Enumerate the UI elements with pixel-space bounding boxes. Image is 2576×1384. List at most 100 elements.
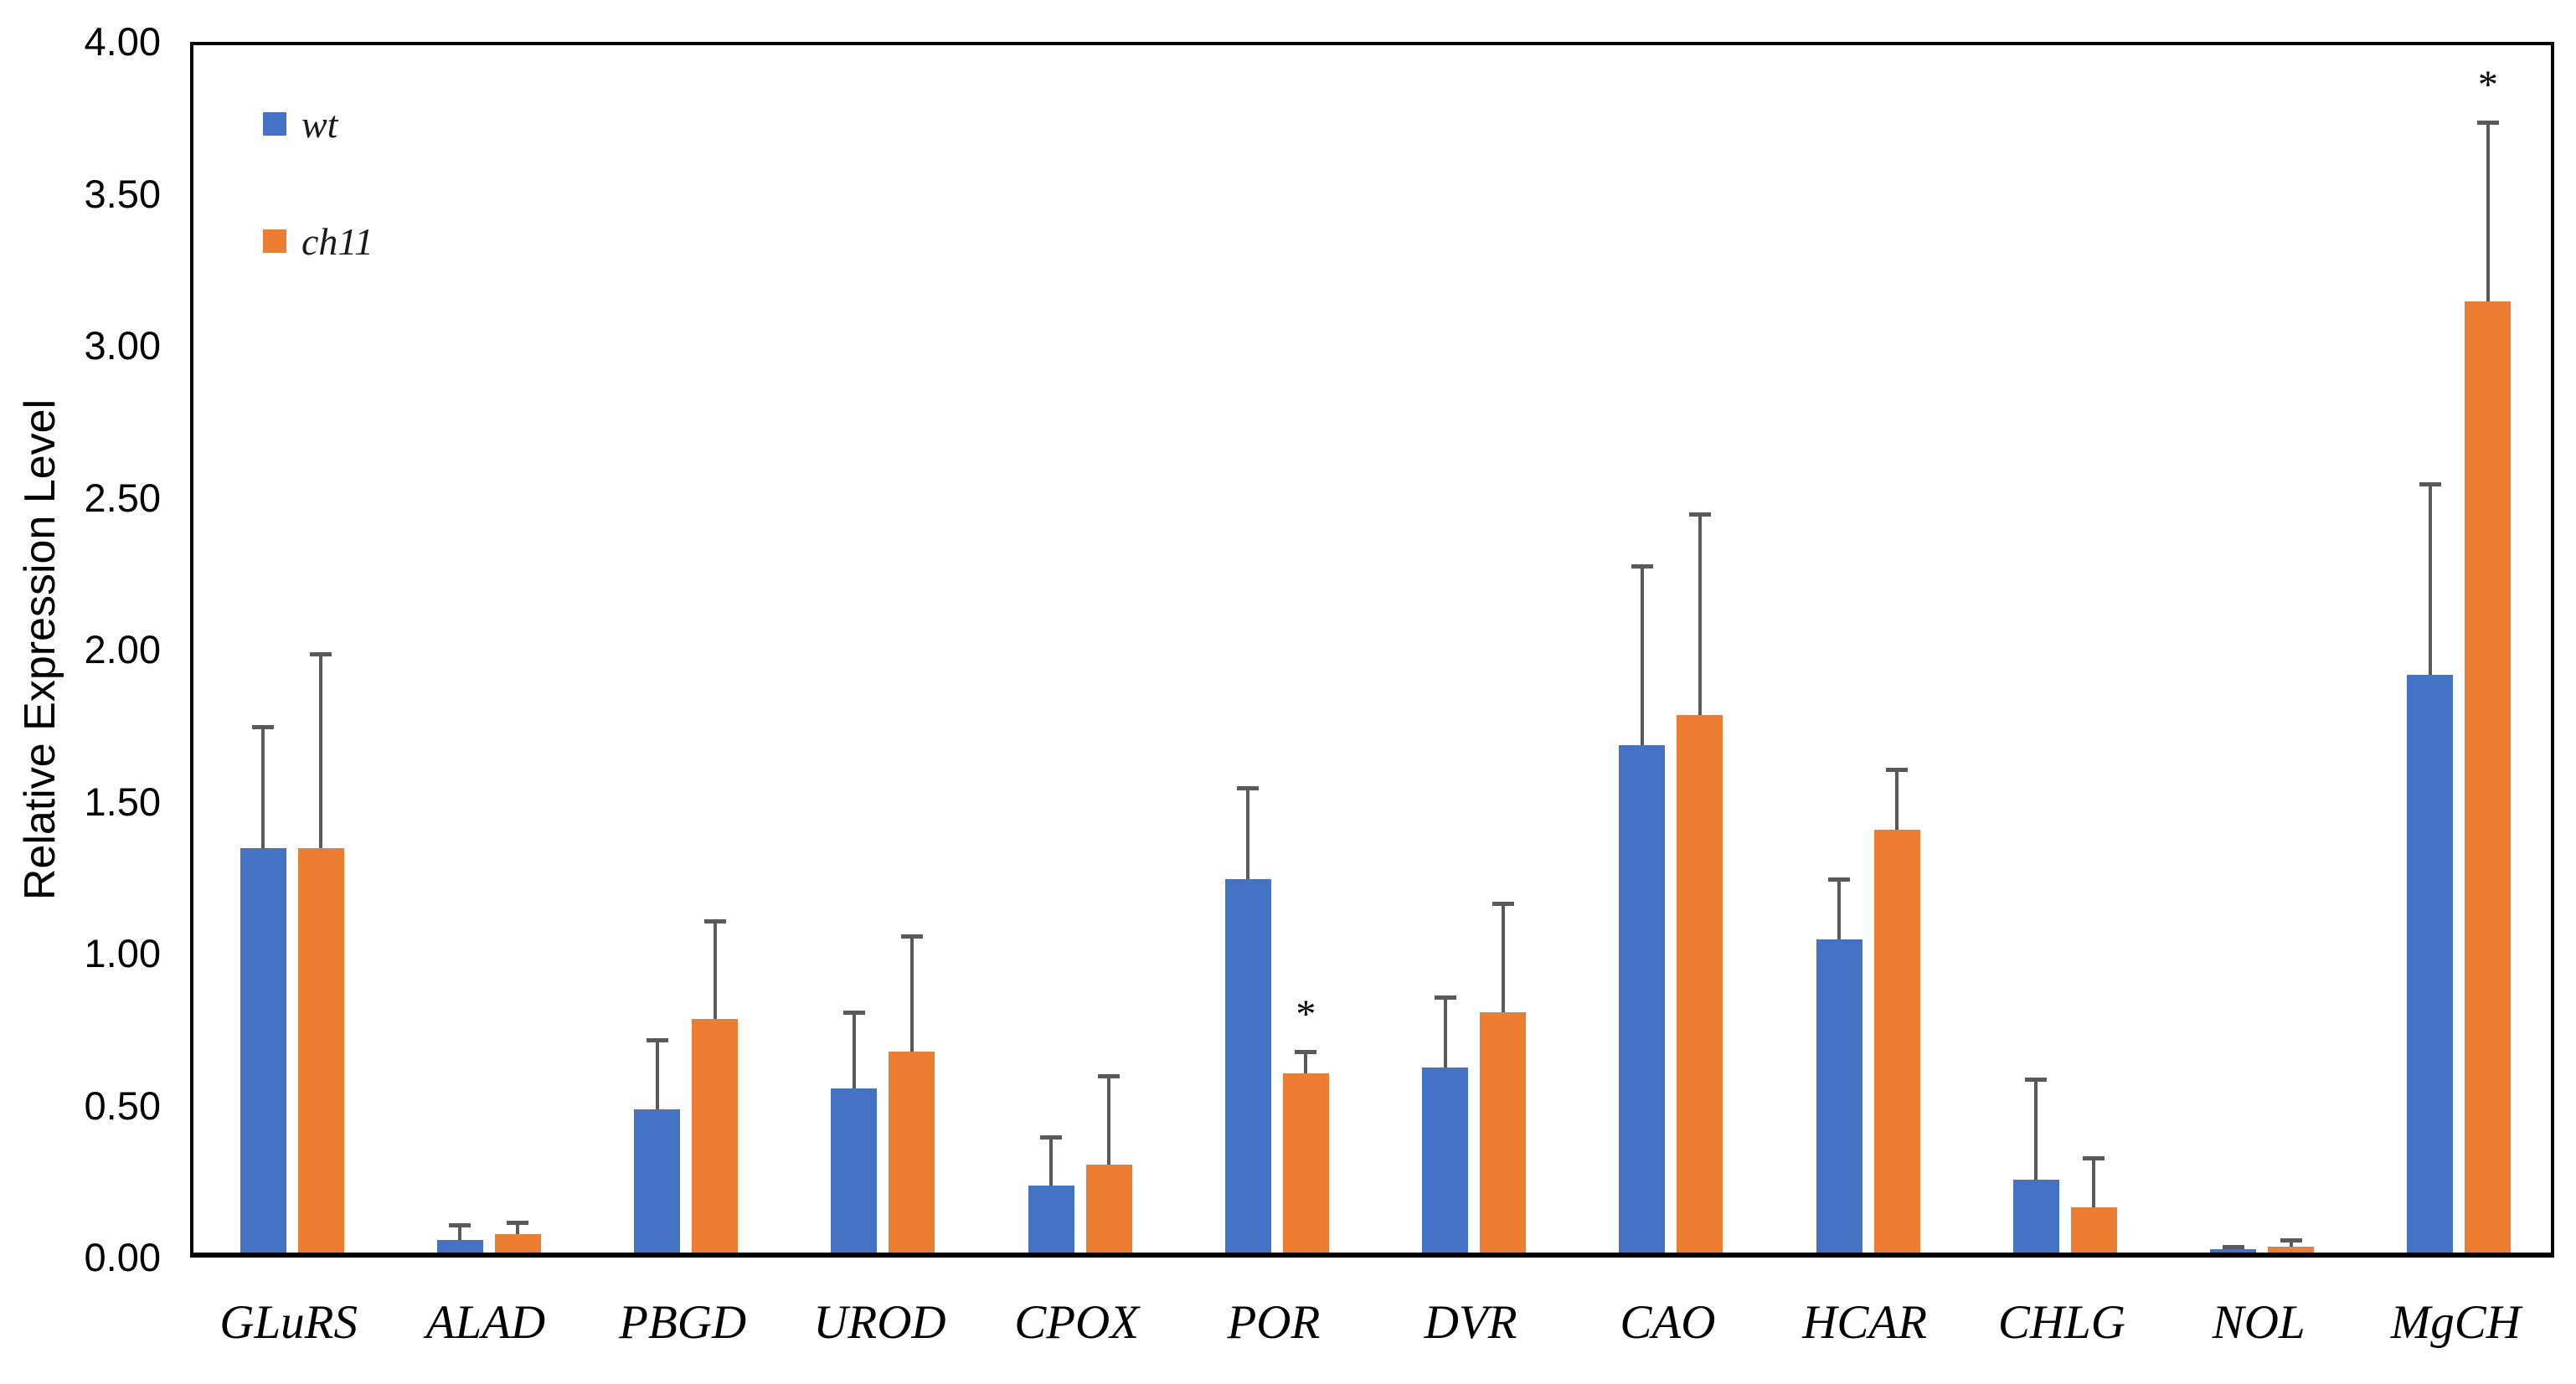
error-bar-cap-ch11-UROD [900,934,923,939]
error-bar-cap-ch11-MgCH [2476,120,2499,125]
error-bar-cap-wt-POR [1237,785,1260,790]
error-bar-cap-wt-NOL [2222,1244,2244,1249]
error-bar-ch11-HCAR [1895,769,1899,831]
error-bar-cap-ch11-POR [1295,1050,1317,1055]
legend-item-wt: wt [263,100,337,147]
error-bar-wt-POR [1246,787,1250,879]
legend-label-ch11: ch11 [301,219,374,263]
significance-star-ch11-MgCH: * [2477,62,2498,107]
error-bar-ch11-CPOX [1107,1076,1111,1165]
bar-wt-ALAD [436,1240,483,1253]
x-axis-label-HCAR: HCAR [1802,1296,1928,1349]
bar-ch11-ALAD [494,1234,541,1253]
error-bar-wt-DVR [1443,997,1447,1068]
bar-wt-CAO [1619,744,1666,1253]
error-bar-ch11-ALAD [516,1222,520,1235]
x-axis-label-PBGD: PBGD [619,1296,747,1349]
error-bar-wt-HCAR [1837,878,1842,940]
legend-swatch-ch11 [263,229,286,253]
error-bar-ch11-CHLG [2092,1158,2096,1207]
error-bar-cap-ch11-GLuRS [310,651,332,656]
y-tick-label-1.50: 1.50 [84,779,161,824]
bar-wt-DVR [1422,1067,1469,1253]
x-axis-label-POR: POR [1227,1296,1321,1349]
x-axis-label-NOL: NOL [2212,1296,2306,1349]
legend-label-wt: wt [301,102,338,146]
significance-star-ch11-POR: * [1296,992,1316,1037]
error-bar-cap-wt-DVR [1434,996,1456,1001]
bar-ch11-MgCH [2465,301,2512,1253]
error-bar-wt-CPOX [1049,1137,1054,1186]
bar-wt-GLuRS [240,848,286,1253]
bar-wt-HCAR [1816,939,1862,1253]
bar-ch11-PBGD [692,1018,739,1253]
error-bar-cap-wt-PBGD [646,1037,668,1042]
error-bar-wt-CHLG [2034,1079,2038,1180]
bar-wt-PBGD [634,1109,681,1253]
error-bar-ch11-MgCH [2486,121,2490,301]
bar-wt-CHLG [2012,1179,2059,1253]
bar-ch11-UROD [889,1052,935,1253]
error-bar-ch11-GLuRS [319,653,323,849]
legend-item-ch11: ch11 [263,218,374,265]
y-tick-label-3.50: 3.50 [84,171,161,216]
error-bar-ch11-PBGD [713,921,717,1019]
bar-wt-NOL [2210,1249,2257,1253]
error-bar-cap-wt-CHLG [2025,1078,2048,1083]
y-tick-label-2.00: 2.00 [84,627,161,671]
error-bar-wt-PBGD [655,1039,659,1110]
error-bar-ch11-DVR [1501,903,1505,1013]
error-bar-cap-wt-GLuRS [252,725,275,730]
error-bar-ch11-NOL [2289,1240,2293,1247]
y-tick-label-4.00: 4.00 [84,19,161,64]
error-bar-cap-ch11-DVR [1492,901,1514,906]
x-axis-label-UROD: UROD [813,1296,946,1349]
plot-area: wt ch11 * * [190,42,2554,1258]
error-bar-cap-ch11-CAO [1688,512,1711,517]
error-bar-ch11-CAO [1698,513,1702,715]
error-bar-cap-wt-ALAD [449,1223,471,1228]
bar-wt-MgCH [2407,675,2454,1253]
error-bar-cap-ch11-ALAD [507,1220,529,1225]
error-bar-cap-ch11-NOL [2280,1238,2302,1243]
error-bar-cap-ch11-PBGD [703,919,726,924]
x-axis-label-DVR: DVR [1424,1296,1517,1349]
error-bar-wt-GLuRS [261,727,265,849]
x-axis-label-ALAD: ALAD [425,1296,546,1349]
bar-ch11-CHLG [2070,1206,2117,1253]
error-bar-ch11-UROD [909,936,914,1052]
error-bar-wt-CAO [1640,565,1644,745]
bar-wt-UROD [831,1088,878,1253]
y-tick-label-3.00: 3.00 [84,323,161,368]
error-bar-wt-MgCH [2428,483,2432,676]
error-bar-cap-wt-HCAR [1828,877,1851,882]
bar-wt-POR [1224,878,1271,1253]
x-axis-label-MgCH: MgCH [2390,1296,2521,1349]
error-bar-cap-ch11-HCAR [1886,767,1909,772]
error-bar-wt-UROD [852,1012,856,1088]
y-tick-label-0.50: 0.50 [84,1083,161,1128]
y-tick-label-2.50: 2.50 [84,475,161,520]
error-bar-cap-wt-CAO [1631,563,1653,569]
bar-ch11-CAO [1677,714,1723,1253]
error-bar-cap-ch11-CPOX [1098,1074,1121,1079]
error-bar-ch11-POR [1304,1052,1308,1073]
bar-ch11-CPOX [1085,1164,1132,1253]
y-tick-label-1.00: 1.00 [84,931,161,975]
error-bar-cap-wt-CPOX [1040,1135,1063,1140]
bar-ch11-GLuRS [297,848,344,1253]
bar-ch11-DVR [1480,1012,1527,1253]
x-axis-label-CHLG: CHLG [1997,1296,2125,1349]
error-bar-wt-ALAD [458,1225,462,1241]
error-bar-cap-wt-MgCH [2419,481,2441,486]
bar-ch11-HCAR [1873,830,1920,1253]
x-axis-label-CAO: CAO [1620,1296,1716,1349]
bar-ch11-POR [1282,1073,1329,1253]
x-axis-label-GLuRS: GLuRS [219,1296,358,1349]
error-bar-cap-ch11-CHLG [2083,1156,2105,1161]
x-axis-label-CPOX: CPOX [1014,1296,1140,1349]
error-bar-cap-wt-UROD [842,1011,865,1016]
bar-ch11-NOL [2268,1246,2315,1253]
bar-wt-CPOX [1028,1186,1074,1253]
